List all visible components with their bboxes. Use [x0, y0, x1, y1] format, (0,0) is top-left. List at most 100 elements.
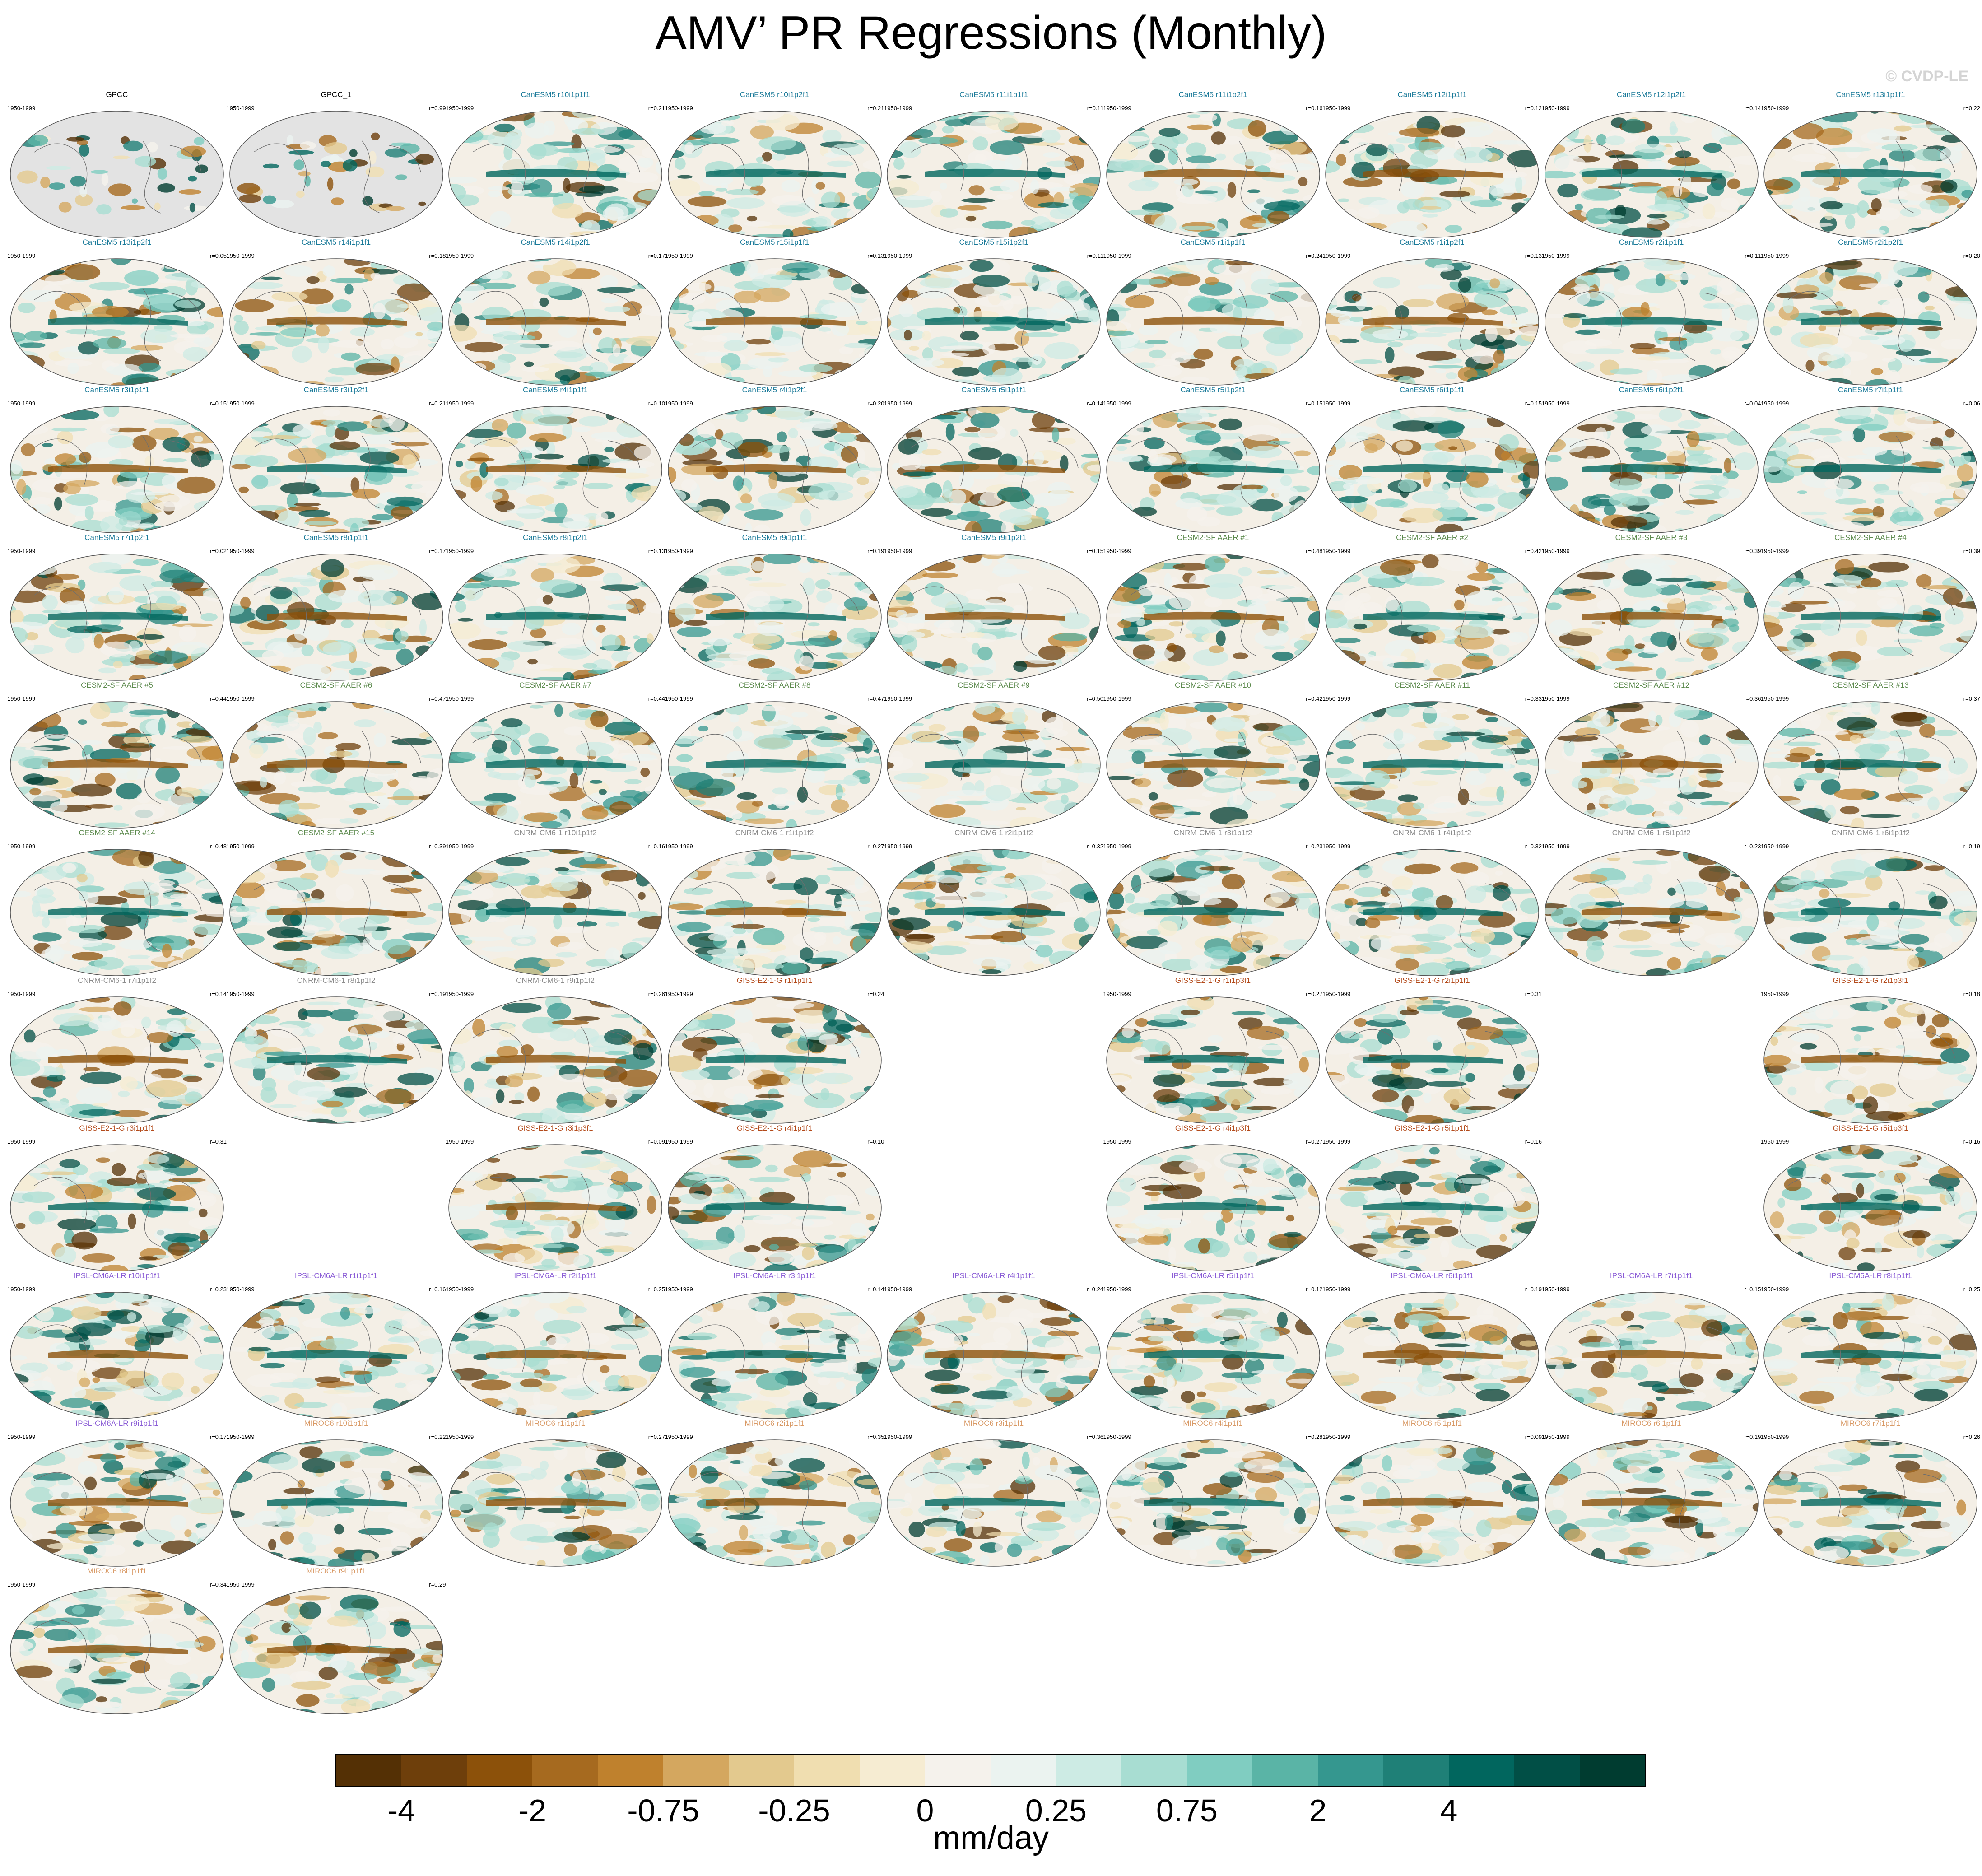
panel-correlation: r=0.13: [867, 252, 884, 259]
panel-title: MIROC6 r8i1p1f1: [87, 1567, 147, 1575]
regression-map: [1763, 1144, 1977, 1271]
regression-map: [1763, 406, 1977, 533]
panel-period: 1950-1999: [446, 1434, 474, 1440]
panel-title: MIROC6 r9i1p1f1: [306, 1567, 366, 1575]
colorbar-swatch: [1383, 1755, 1449, 1786]
panel-period: 1950-1999: [7, 991, 36, 997]
panel-period: 1950-1999: [1103, 252, 1131, 259]
panel-title: CanESM5 r3i1p1f1: [84, 386, 149, 394]
colorbar-units: mm/day: [933, 1820, 1049, 1856]
regression-map: [1544, 111, 1759, 238]
regression-map: [10, 258, 224, 386]
panel-correlation: r=0.10: [648, 400, 665, 407]
panel-correlation: r=0.16: [1525, 1138, 1542, 1145]
map-panel: CanESM5 r7i1p1f1 1950-1999 r=0.06: [1761, 386, 1980, 535]
panel-correlation: r=0.15: [1086, 548, 1103, 554]
regression-map: [1763, 849, 1977, 976]
panel-title: GISS-E2-1-G r4i1p1f1: [736, 1124, 813, 1132]
panel-period: 1950-1999: [1322, 400, 1351, 407]
panel-correlation: r=0.18: [429, 252, 446, 259]
map-panel: CNRM-CM6-1 r9i1p1f2 1950-1999 r=0.26: [446, 976, 665, 1125]
panel-correlation: r=0.42: [1525, 548, 1542, 554]
panel-period: 1950-1999: [7, 1434, 36, 1440]
map-panel: MIROC6 r8i1p1f1 1950-1999 r=0.34: [7, 1567, 227, 1716]
panel-title: CNRM-CM6-1 r2i1p1f2: [954, 829, 1033, 837]
panel-period: 1950-1999: [226, 695, 255, 702]
colorbar-swatch: [1514, 1755, 1580, 1786]
panel-title: IPSL-CM6A-LR r5i1p1f1: [1171, 1271, 1255, 1280]
regression-map: [1763, 111, 1977, 238]
map-panel: CanESM5 r13i1p1f1 1950-1999 r=0.22: [1761, 90, 1980, 239]
panel-title: CESM2-SF AAER #13: [1832, 681, 1909, 689]
panel-period: 1950-1999: [226, 105, 255, 112]
panel-title: IPSL-CM6A-LR r9i1p1f1: [75, 1419, 158, 1428]
map-panel: MIROC6 r9i1p1f1 1950-1999 r=0.29: [227, 1567, 446, 1716]
map-panel: MIROC6 r2i1p1f1 1950-1999 r=0.35: [665, 1419, 884, 1568]
regression-map: [229, 1439, 443, 1567]
panel-period: 1950-1999: [7, 105, 36, 112]
regression-map: [1325, 701, 1539, 829]
regression-map: [667, 996, 882, 1124]
regression-map: [1106, 554, 1320, 681]
map-panel: CESM2-SF AAER #7 1950-1999 r=0.44: [446, 681, 665, 830]
regression-map: [448, 554, 662, 681]
map-panel: MIROC6 r5i1p1f1 1950-1999 r=0.09: [1322, 1419, 1542, 1568]
panel-correlation: r=0.06: [1963, 400, 1980, 407]
panel-period: 1950-1999: [226, 400, 255, 407]
map-panel: CESM2-SF AAER #2 1950-1999 r=0.42: [1322, 533, 1542, 682]
regression-map: [1106, 701, 1320, 829]
panel-period: 1950-1999: [1103, 695, 1131, 702]
panel-correlation: r=0.17: [209, 1434, 227, 1440]
panel-period: 1950-1999: [1322, 843, 1351, 850]
panel-correlation: r=0.11: [1087, 105, 1103, 112]
panel-title: CNRM-CM6-1 r7i1p1f2: [78, 976, 156, 985]
panel-title: MIROC6 r6i1p1f1: [1621, 1419, 1681, 1428]
panel-correlation: r=0.25: [1963, 1286, 1980, 1293]
colorbar-swatch: [1187, 1755, 1253, 1786]
colorbar-swatch: [925, 1755, 991, 1786]
regression-map: [1325, 406, 1539, 533]
regression-map: [10, 554, 224, 681]
colorbar-swatch: [1580, 1755, 1646, 1786]
panel-period: 1950-1999: [884, 400, 912, 407]
map-panel: CESM2-SF AAER #8 1950-1999 r=0.47: [665, 681, 884, 830]
map-panel: CNRM-CM6-1 r8i1p1f2 1950-1999 r=0.19: [227, 976, 446, 1125]
panel-title: IPSL-CM6A-LR r10i1p1f1: [73, 1271, 161, 1280]
panel-title: CanESM5 r15i1p2f1: [959, 238, 1028, 247]
panel-correlation: r=0.13: [1525, 252, 1542, 259]
map-panel: MIROC6 r1i1p1f1 1950-1999 r=0.27: [446, 1419, 665, 1568]
panel-period: 1950-1999: [665, 991, 693, 997]
map-panel: CanESM5 r5i1p2f1 1950-1999 r=0.15: [1103, 386, 1323, 535]
panel-period: 1950-1999: [1103, 1286, 1131, 1293]
panel-period: 1950-1999: [7, 843, 36, 850]
panel-title: CanESM5 r9i1p1f1: [742, 533, 807, 542]
panel-correlation: r=0.26: [648, 991, 665, 997]
regression-map: [229, 1587, 443, 1714]
map-panel: GISS-E2-1-G r4i1p3f1 1950-1999 r=0.27: [1103, 1124, 1323, 1273]
panel-correlation: r=0.17: [648, 252, 665, 259]
panel-title: CanESM5 r8i1p2f1: [523, 533, 588, 542]
map-panel: GISS-E2-1-G r4i1p1f1 1950-1999 r=0.10: [665, 1124, 884, 1273]
panel-title: CanESM5 r10i1p2f1: [740, 90, 810, 99]
figure-title: AMV’ PR Regressions (Monthly): [655, 7, 1327, 59]
panel-period: 1950-1999: [1541, 1434, 1570, 1440]
panel-title: GISS-E2-1-G r2i1p1f1: [1394, 976, 1470, 985]
regression-map: [1544, 554, 1759, 681]
panel-correlation: r=0.15: [1306, 400, 1323, 407]
regression-map: [10, 1587, 224, 1714]
regression-map: [1544, 701, 1759, 829]
regression-map: [10, 1439, 224, 1567]
panel-title: CanESM5 r4i1p2f1: [742, 386, 807, 394]
regression-map: [1325, 849, 1539, 976]
panel-title: GISS-E2-1-G r3i1p3f1: [517, 1124, 593, 1132]
panel-correlation: r=0.16: [648, 843, 665, 850]
panel-period: 1950-1999: [7, 1581, 36, 1588]
map-panel: CNRM-CM6-1 r3i1p1f2 1950-1999 r=0.23: [1103, 829, 1323, 978]
panel-correlation: r=0.36: [1744, 695, 1761, 702]
panel-correlation: r=0.44: [209, 695, 227, 702]
panel-correlation: r=0.31: [209, 1138, 227, 1145]
map-panel: GISS-E2-1-G r1i1p1f1 1950-1999 r=0.24: [665, 976, 884, 1125]
regression-map: [1106, 258, 1320, 386]
panel-correlation: r=0.02: [209, 548, 227, 554]
panel-correlation: r=0.42: [1306, 695, 1323, 702]
